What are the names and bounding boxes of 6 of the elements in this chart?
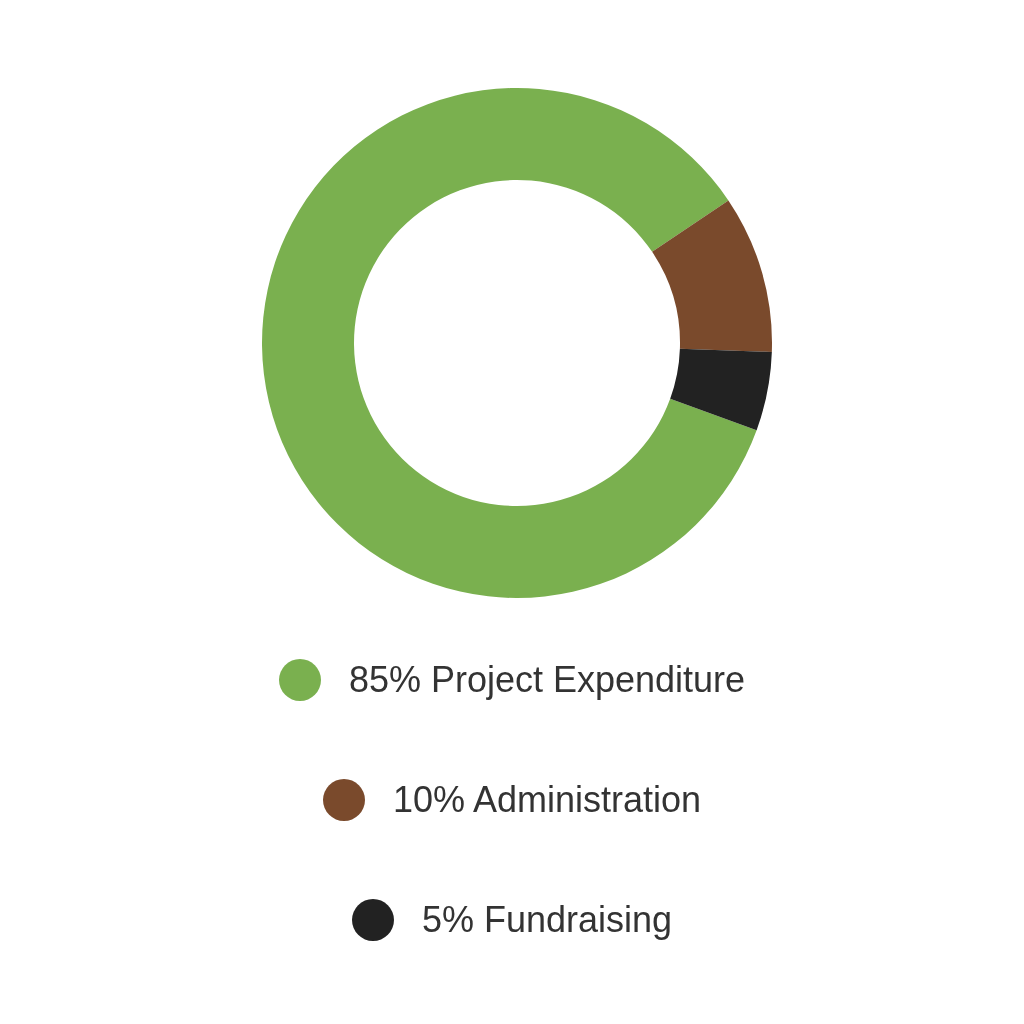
donut-slice [652, 200, 772, 352]
donut-slice [262, 88, 757, 598]
legend-label: 5% Fundraising [421, 899, 673, 941]
legend-label: 85% Project Expenditure [348, 659, 746, 701]
donut-slice [670, 348, 772, 431]
legend-label: 10% Administration [392, 779, 702, 821]
